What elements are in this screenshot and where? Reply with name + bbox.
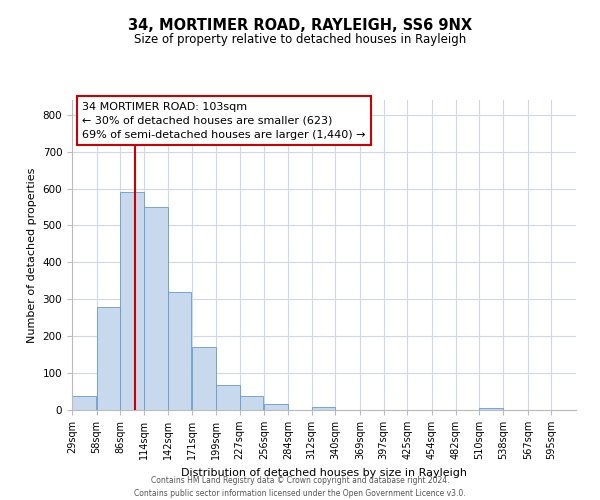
Text: 34, MORTIMER ROAD, RAYLEIGH, SS6 9NX: 34, MORTIMER ROAD, RAYLEIGH, SS6 9NX [128,18,472,32]
Bar [264,404,288,410]
Bar [240,396,263,410]
Text: 34 MORTIMER ROAD: 103sqm
← 30% of detached houses are smaller (623)
69% of semi-: 34 MORTIMER ROAD: 103sqm ← 30% of detach… [82,102,365,140]
Bar [72,396,96,410]
X-axis label: Distribution of detached houses by size in Rayleigh: Distribution of detached houses by size … [181,468,467,477]
Text: Size of property relative to detached houses in Rayleigh: Size of property relative to detached ho… [134,32,466,46]
Bar [216,385,240,410]
Bar [97,308,120,410]
Bar [120,192,144,410]
Bar [168,292,191,410]
Bar [144,208,168,410]
Bar [192,348,216,410]
Text: Contains HM Land Registry data © Crown copyright and database right 2024.
Contai: Contains HM Land Registry data © Crown c… [134,476,466,498]
Bar [479,408,503,410]
Bar [312,407,335,410]
Y-axis label: Number of detached properties: Number of detached properties [27,168,37,342]
